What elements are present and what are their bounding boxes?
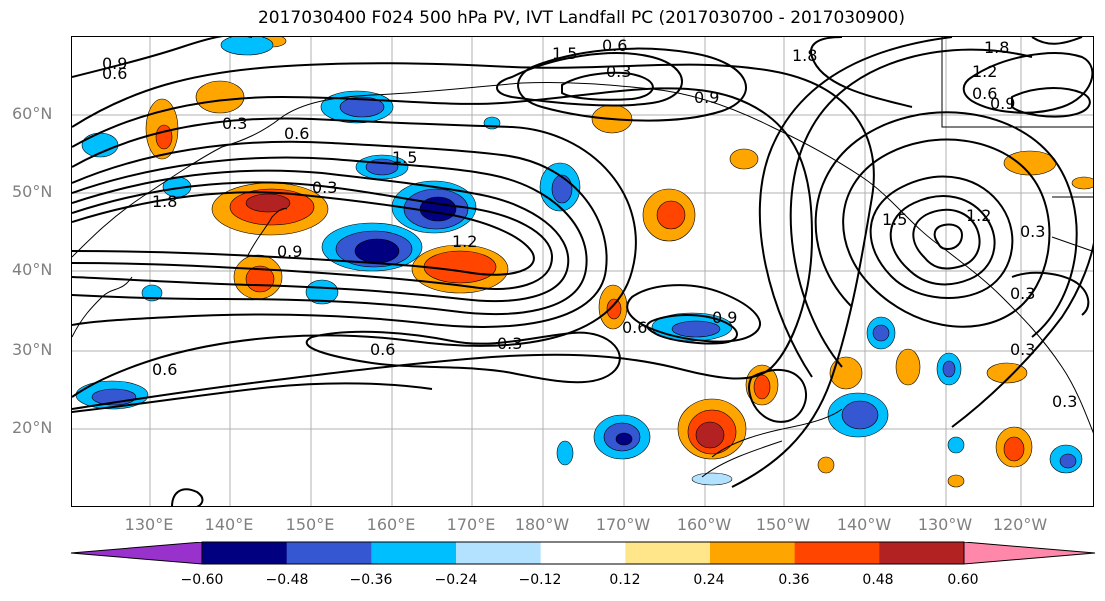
colorbar <box>70 541 1096 569</box>
colorbar-segment <box>540 542 626 564</box>
contour-label: 0.9 <box>694 88 719 107</box>
contour-label: 0.9 <box>712 308 737 327</box>
lon-label-180w: 180°W <box>514 515 570 534</box>
lat-label-50n: 50°N <box>12 182 53 201</box>
contour-label: 0.6 <box>972 84 997 103</box>
lon-label-170w: 170°W <box>595 515 651 534</box>
colorbar-segment <box>710 542 796 564</box>
lon-label-150e: 150°E <box>285 515 335 534</box>
colorbar-segment <box>879 542 965 564</box>
lat-label-30n: 30°N <box>12 340 53 359</box>
contour-label: 0.3 <box>1010 340 1035 359</box>
lat-label-20n: 20°N <box>12 418 53 437</box>
contour-label: 0.3 <box>1020 222 1045 241</box>
colorbar-segment <box>625 542 711 564</box>
colorbar-svg <box>70 541 1096 565</box>
lon-label-130e: 130°E <box>124 515 174 534</box>
colorbar-segment <box>794 542 880 564</box>
contour-label: 0.3 <box>1010 284 1035 303</box>
lon-label-160w: 160°W <box>676 515 732 534</box>
lon-label-130w: 130°W <box>917 515 973 534</box>
colorbar-tick-label: −0.24 <box>434 572 478 588</box>
contour-label: 1.5 <box>552 44 577 63</box>
colorbar-tick-label: −0.36 <box>349 572 393 588</box>
contour-label: 0.9 <box>102 54 127 73</box>
contour-label: 0.6 <box>102 64 127 83</box>
lon-label-160e: 160°E <box>366 515 416 534</box>
colorbar-segments <box>71 542 1095 564</box>
contour-label: 1.2 <box>452 232 477 251</box>
pv-contours <box>72 37 1093 506</box>
colorbar-segment <box>456 542 542 564</box>
lon-label-140e: 140°E <box>204 515 254 534</box>
contour-label: 0.3 <box>497 334 522 353</box>
contour-label: 1.2 <box>972 62 997 81</box>
contour-label: 1.8 <box>792 46 817 65</box>
shaded-anomalies <box>75 37 1093 488</box>
colorbar-outline <box>70 541 1096 565</box>
contour-label: 0.3 <box>1052 392 1077 411</box>
colorbar-tick-label: −0.12 <box>518 572 562 588</box>
colorbar-tick-label: 0.48 <box>862 572 894 588</box>
contour-labels: 0.9 0.6 0.3 0.6 1.5 1.8 0.9 0.6 1.5 1.8 … <box>102 37 1077 411</box>
colorbar-tick-label: 0.60 <box>947 572 979 588</box>
contour-label: 1.2 <box>966 206 991 225</box>
contour-label: 0.3 <box>312 178 337 197</box>
contour-label: 0.6 <box>152 360 177 379</box>
colorbar-segment <box>286 542 372 564</box>
colorbar-segment <box>202 542 288 564</box>
lon-label-120w: 120°W <box>992 515 1048 534</box>
contour-label: 1.5 <box>392 148 417 167</box>
colorbar-segment <box>371 542 457 564</box>
colorbar-extend-high <box>964 542 1095 564</box>
map-canvas: 0.9 0.6 0.3 0.6 1.5 1.8 0.9 0.6 1.5 1.8 … <box>72 37 1093 506</box>
colorbar-extend-low <box>71 542 202 564</box>
contour-label: 0.9 <box>277 242 302 261</box>
colorbar-tick-label: 0.12 <box>609 572 641 588</box>
lon-label-140w: 140°W <box>836 515 892 534</box>
contour-label: 0.9 <box>990 94 1015 113</box>
contour-label: 1.5 <box>882 210 907 229</box>
colorbar-tick-label: 0.36 <box>778 572 810 588</box>
contour-label: 0.6 <box>370 340 395 359</box>
contour-label: 0.3 <box>222 114 247 133</box>
contour-label: 0.3 <box>606 62 631 81</box>
map-title: 2017030400 F024 500 hPa PV, IVT Landfall… <box>257 8 905 28</box>
contour-label: 0.6 <box>284 124 309 143</box>
map-frame: 0.9 0.6 0.3 0.6 1.5 1.8 0.9 0.6 1.5 1.8 … <box>71 36 1094 507</box>
lon-label-150w: 150°W <box>755 515 811 534</box>
contour-label: 0.6 <box>602 37 627 55</box>
contour-label: 1.8 <box>152 192 177 211</box>
contour-label: 1.8 <box>984 38 1009 57</box>
lat-label-40n: 40°N <box>12 260 53 279</box>
colorbar-tick-label: −0.48 <box>265 572 309 588</box>
lon-label-170e: 170°E <box>446 515 496 534</box>
contour-label: 0.6 <box>622 318 647 337</box>
colorbar-tick-label: 0.24 <box>693 572 725 588</box>
thin-contours <box>701 408 843 478</box>
colorbar-tick-label: −0.60 <box>180 572 224 588</box>
lat-label-60n: 60°N <box>12 104 53 123</box>
